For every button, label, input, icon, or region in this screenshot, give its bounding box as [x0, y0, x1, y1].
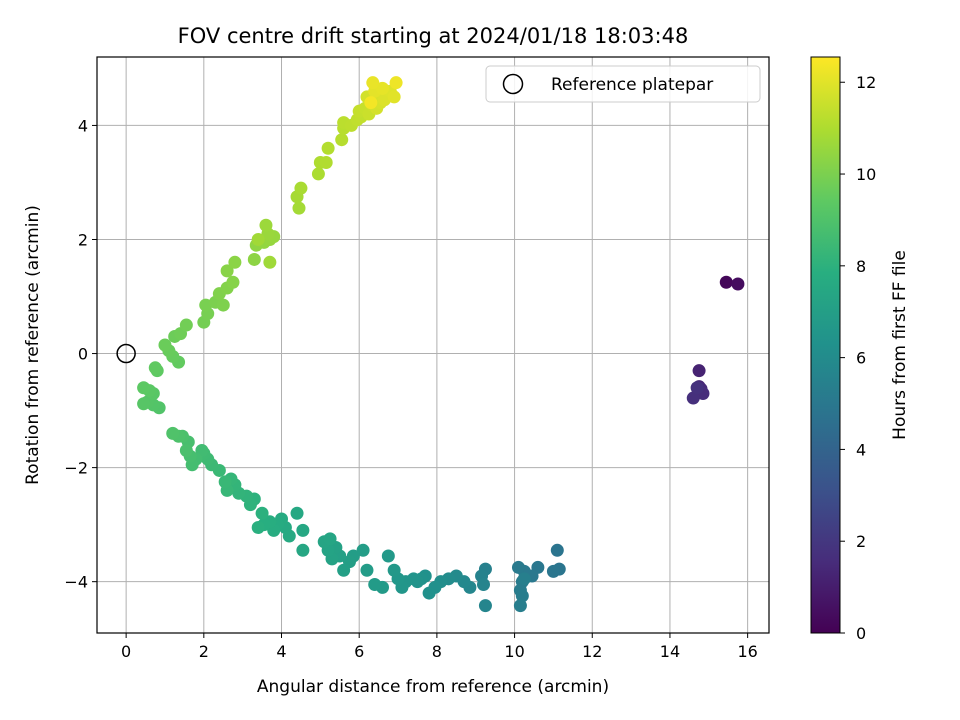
y-axis: −4 −2 0 2 4 — [64, 116, 97, 592]
colorbar-gradient — [810, 56, 841, 634]
x-tick-label: 0 — [121, 642, 131, 661]
colorbar-tick-label: 4 — [856, 440, 866, 459]
x-tick-label: 4 — [276, 642, 286, 661]
data-point — [296, 543, 310, 557]
colorbar-tick-label: 8 — [856, 257, 866, 276]
colorbar-tick-label: 12 — [856, 73, 876, 92]
x-tick-label: 2 — [199, 642, 209, 661]
y-axis-label: Rotation from reference (arcmin) — [23, 205, 43, 485]
data-point — [296, 523, 310, 537]
colorbar: 0 2 4 6 8 10 12 Hours from first FF file — [810, 56, 910, 643]
data-point — [335, 133, 349, 147]
data-point — [263, 255, 277, 269]
data-point — [517, 572, 531, 586]
data-point — [366, 76, 380, 90]
data-point — [218, 475, 232, 489]
data-point — [255, 506, 269, 520]
legend: Reference platepar — [485, 65, 761, 103]
data-point — [513, 599, 527, 613]
data-point — [381, 549, 395, 563]
x-tick-label: 10 — [504, 642, 524, 661]
data-point — [387, 563, 401, 577]
data-point — [368, 578, 382, 592]
x-tick-label: 16 — [737, 642, 757, 661]
y-tick-label: −2 — [64, 459, 88, 478]
data-point — [478, 599, 492, 613]
data-point — [692, 364, 706, 378]
data-point — [337, 563, 351, 577]
data-point — [137, 397, 151, 411]
data-point — [422, 586, 436, 600]
data-point — [247, 252, 261, 266]
data-point — [387, 90, 401, 104]
y-tick-label: 2 — [78, 230, 88, 249]
scatter-points — [137, 76, 745, 613]
colorbar-tick-label: 6 — [856, 349, 866, 368]
data-point — [364, 96, 378, 110]
data-point — [476, 578, 490, 592]
colorbar-tick-label: 2 — [856, 532, 866, 551]
colorbar-label: Hours from first FF file — [890, 250, 910, 440]
colorbar-tick-label: 0 — [856, 624, 866, 643]
data-point — [137, 381, 151, 395]
data-point — [228, 255, 242, 269]
data-point — [719, 275, 733, 289]
colorbar-tick-label: 10 — [856, 165, 876, 184]
data-point — [546, 564, 560, 578]
x-axis: 0 2 4 6 8 10 12 14 16 — [121, 633, 758, 661]
x-tick-label: 8 — [432, 642, 442, 661]
grid — [97, 57, 769, 633]
data-point — [323, 532, 337, 546]
data-point — [292, 201, 306, 215]
data-point — [226, 275, 240, 289]
data-point — [158, 338, 172, 352]
reference-platepar-marker — [116, 343, 136, 364]
legend-marker-icon — [502, 73, 524, 95]
data-point — [389, 76, 403, 90]
data-point — [251, 232, 265, 246]
data-point — [356, 543, 370, 557]
legend-label: Reference platepar — [551, 75, 713, 95]
data-point — [690, 381, 704, 395]
data-point — [294, 181, 308, 195]
y-tick-label: 4 — [78, 116, 88, 135]
x-tick-label: 12 — [582, 642, 602, 661]
y-tick-label: −4 — [64, 573, 88, 592]
x-axis-label: Angular distance from reference (arcmin) — [257, 677, 609, 697]
data-point — [148, 361, 162, 375]
data-point — [251, 520, 265, 534]
data-point — [179, 318, 193, 332]
data-point — [360, 563, 374, 577]
plot-frame — [96, 56, 770, 634]
chart-title: FOV centre drift starting at 2024/01/18 … — [178, 24, 689, 48]
data-point — [220, 264, 234, 278]
data-point — [511, 560, 525, 574]
data-point — [319, 156, 333, 170]
data-point — [311, 167, 325, 181]
data-point — [179, 444, 193, 458]
y-tick-label: 0 — [78, 345, 88, 364]
data-point — [321, 141, 335, 155]
data-point — [216, 298, 230, 312]
data-point — [515, 589, 529, 603]
x-tick-label: 6 — [354, 642, 364, 661]
data-point — [259, 218, 273, 232]
colorbar-ticks: 0 2 4 6 8 10 12 — [840, 73, 876, 643]
x-tick-label: 14 — [660, 642, 680, 661]
legend-box — [485, 65, 761, 103]
data-point — [290, 506, 304, 520]
data-point — [550, 543, 564, 557]
data-point — [166, 426, 180, 440]
data-point — [731, 277, 745, 291]
data-point — [686, 391, 700, 405]
data-point — [376, 81, 390, 95]
